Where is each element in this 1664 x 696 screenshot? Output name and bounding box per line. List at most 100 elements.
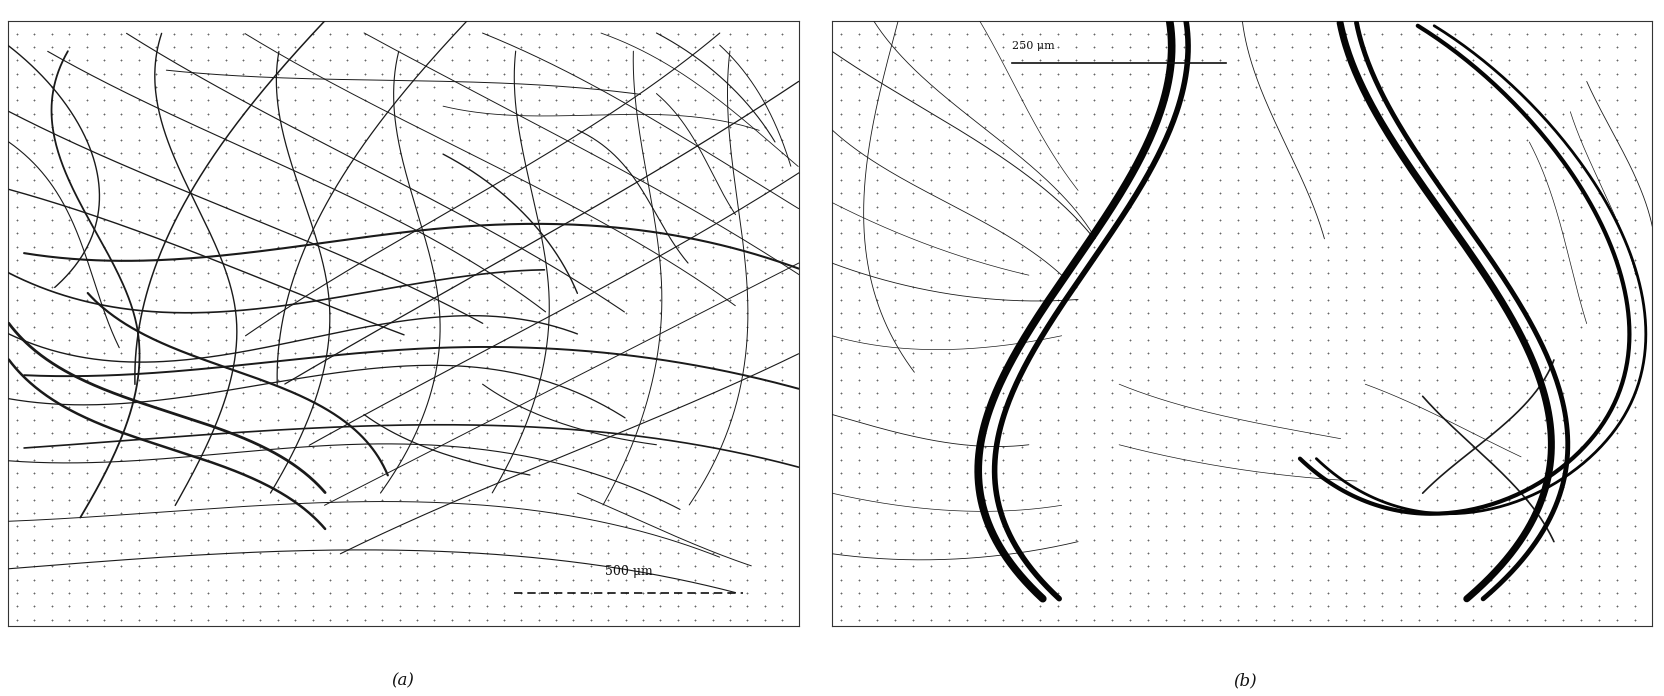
Point	[386, 55, 413, 66]
Point	[882, 561, 909, 572]
Point	[1604, 414, 1631, 425]
Point	[935, 441, 962, 452]
Point	[1604, 361, 1631, 372]
Point	[1135, 281, 1161, 292]
Point	[1296, 255, 1323, 266]
Point	[281, 148, 308, 159]
Point	[1243, 28, 1270, 39]
Point	[456, 55, 483, 66]
Point	[1243, 587, 1270, 599]
Point	[22, 255, 48, 266]
Point	[1315, 321, 1341, 332]
Point	[1478, 294, 1504, 306]
Point	[900, 361, 927, 372]
Point	[300, 308, 326, 319]
Point	[1531, 134, 1558, 145]
Point	[1567, 334, 1594, 345]
Point	[281, 374, 308, 386]
Point	[351, 281, 378, 292]
Point	[1333, 242, 1359, 253]
Point	[143, 374, 170, 386]
Point	[386, 587, 413, 599]
Point	[1135, 308, 1161, 319]
Point	[351, 481, 378, 492]
Point	[990, 161, 1017, 173]
Point	[230, 201, 256, 212]
Point	[438, 587, 464, 599]
Point	[1441, 561, 1468, 572]
Point	[369, 574, 396, 585]
Point	[334, 361, 361, 372]
Point	[629, 548, 656, 559]
Point	[1441, 242, 1468, 253]
Point	[178, 228, 205, 239]
Point	[73, 614, 100, 625]
Point	[1351, 294, 1378, 306]
Point	[300, 81, 326, 93]
Point	[1388, 321, 1414, 332]
Point	[682, 121, 709, 132]
Point	[265, 148, 291, 159]
Point	[1351, 548, 1378, 559]
Point	[1188, 255, 1215, 266]
Point	[1296, 228, 1323, 239]
Point	[1459, 601, 1486, 612]
Point	[125, 521, 151, 532]
Point	[1351, 134, 1378, 145]
Point	[265, 228, 291, 239]
Point	[542, 281, 569, 292]
Point	[1008, 334, 1035, 345]
Point	[1170, 614, 1196, 625]
Point	[38, 121, 65, 132]
Point	[699, 535, 726, 546]
Point	[1027, 108, 1053, 119]
Point	[1549, 161, 1576, 173]
Point	[73, 134, 100, 145]
Point	[438, 401, 464, 412]
Point	[1404, 614, 1431, 625]
Point	[596, 242, 622, 253]
Point	[1188, 201, 1215, 212]
Point	[491, 121, 518, 132]
Point	[734, 334, 760, 345]
Point	[1423, 427, 1449, 438]
Point	[577, 28, 604, 39]
Point	[1280, 175, 1306, 186]
Point	[508, 55, 534, 66]
Point	[178, 28, 205, 39]
Point	[386, 308, 413, 319]
Point	[1080, 41, 1107, 52]
Point	[612, 228, 639, 239]
Point	[456, 614, 483, 625]
Point	[1423, 134, 1449, 145]
Point	[508, 507, 534, 519]
Point	[629, 507, 656, 519]
Point	[1243, 55, 1270, 66]
Point	[1296, 388, 1323, 399]
Point	[213, 574, 240, 585]
Point	[1261, 388, 1288, 399]
Point	[281, 548, 308, 559]
Point	[22, 601, 48, 612]
Point	[699, 548, 726, 559]
Point	[369, 255, 396, 266]
Point	[919, 41, 945, 52]
Point	[577, 161, 604, 173]
Point	[864, 388, 890, 399]
Point	[22, 361, 48, 372]
Point	[1206, 41, 1233, 52]
Point	[864, 521, 890, 532]
Point	[1404, 108, 1431, 119]
Point	[351, 121, 378, 132]
Point	[73, 81, 100, 93]
Point	[972, 334, 998, 345]
Point	[334, 28, 361, 39]
Point	[717, 521, 744, 532]
Point	[57, 388, 83, 399]
Point	[1388, 454, 1414, 466]
Point	[316, 201, 343, 212]
Point	[990, 95, 1017, 106]
Point	[1225, 574, 1251, 585]
Point	[334, 81, 361, 93]
Point	[421, 214, 448, 226]
